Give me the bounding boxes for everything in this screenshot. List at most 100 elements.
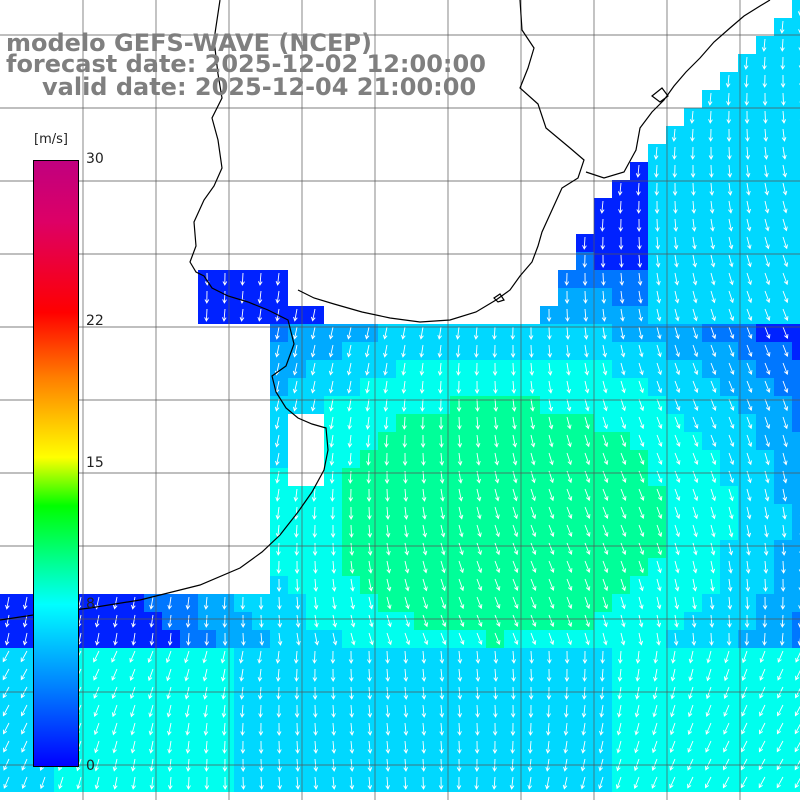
wind-speed-cell (504, 450, 522, 468)
wind-speed-cell (630, 738, 648, 756)
wind-speed-cell (414, 594, 432, 612)
wind-speed-cell (612, 342, 630, 360)
wind-arrow (457, 740, 462, 754)
wind-arrow (651, 758, 658, 772)
wind-speed-cell (720, 306, 738, 324)
wind-arrow (705, 722, 712, 735)
wind-speed-cell (558, 504, 576, 522)
wind-arrow (782, 398, 789, 412)
wind-arrow (2, 704, 10, 717)
wind-speed-cell (666, 576, 684, 594)
wind-arrow (566, 542, 573, 556)
wind-arrow (147, 650, 154, 664)
wind-arrow (692, 488, 699, 502)
wind-speed-cell (756, 252, 774, 270)
wind-speed-cell (648, 594, 666, 612)
wind-arrow (403, 722, 409, 736)
wind-arrow (674, 542, 680, 556)
wind-speed-cell (648, 666, 666, 684)
wind-arrow (692, 236, 697, 250)
wind-speed-cell (504, 594, 522, 612)
wind-arrow (274, 434, 280, 448)
wind-speed-cell (252, 666, 270, 684)
wind-speed-cell (792, 468, 800, 486)
wind-arrow (692, 308, 698, 322)
wind-arrow (620, 398, 626, 412)
wind-arrow (275, 506, 281, 520)
wind-speed-cell (720, 522, 738, 540)
wind-arrow (240, 740, 246, 754)
wind-speed-cell (684, 468, 702, 486)
wind-speed-cell (684, 342, 702, 360)
wind-arrow (258, 740, 264, 754)
wind-arrow (546, 668, 552, 682)
wind-arrow (3, 758, 10, 771)
wind-speed-cell (612, 486, 630, 504)
wind-arrow (691, 632, 697, 646)
wind-speed-cell (666, 594, 684, 612)
wind-arrow (566, 488, 573, 502)
wind-speed-cell (450, 450, 468, 468)
wind-arrow (404, 632, 411, 646)
wind-arrow (440, 560, 446, 574)
wind-arrow (492, 776, 497, 790)
wind-arrow (438, 380, 443, 394)
wind-arrow (457, 686, 463, 700)
wind-arrow (294, 704, 300, 718)
wind-arrow (365, 380, 370, 394)
wind-speed-cell (360, 414, 378, 432)
wind-arrow (782, 326, 789, 340)
wind-arrow (746, 344, 753, 358)
wind-speed-cell (144, 594, 162, 612)
wind-arrow (3, 776, 10, 789)
wind-speed-cell (432, 504, 450, 522)
wind-arrow (782, 182, 788, 196)
wind-speed-cell (792, 378, 800, 396)
wind-arrow (475, 704, 480, 718)
wind-speed-cell (738, 306, 756, 324)
wind-speed-cell (144, 738, 162, 756)
wind-arrow (548, 524, 555, 538)
wind-arrow (781, 560, 786, 574)
wind-arrow (348, 650, 354, 664)
wind-speed-cell (504, 468, 522, 486)
wind-arrow (20, 668, 28, 681)
wind-speed-cell (342, 450, 360, 468)
wind-arrow (204, 308, 209, 322)
wind-arrow (655, 236, 661, 250)
wind-speed-cell (684, 648, 702, 666)
wind-arrow (222, 740, 227, 754)
wind-arrow (692, 344, 699, 358)
wind-arrow (276, 686, 281, 700)
wind-speed-cell (324, 450, 342, 468)
wind-arrow (346, 344, 352, 358)
wind-speed-cell (540, 360, 558, 378)
wind-speed-cell (468, 324, 486, 342)
wind-arrow (331, 740, 337, 754)
wind-speed-cell (468, 432, 486, 450)
wind-speed-cell (774, 252, 792, 270)
wind-arrow (615, 776, 622, 790)
wind-arrow (402, 452, 408, 466)
wind-arrow (710, 380, 717, 394)
wind-arrow (76, 776, 82, 790)
wind-arrow (706, 668, 712, 682)
wind-arrow (275, 488, 280, 502)
wind-speed-cell (576, 378, 594, 396)
wind-arrow (276, 560, 282, 574)
wind-arrow (439, 722, 444, 736)
wind-speed-cell (306, 396, 324, 414)
wind-speed-cell (360, 378, 378, 396)
wind-arrow (439, 686, 445, 700)
wind-arrow (728, 236, 734, 250)
wind-speed-cell (540, 738, 558, 756)
wind-arrow (687, 758, 694, 771)
wind-arrow (548, 416, 554, 430)
wind-arrow (257, 686, 263, 700)
wind-arrow (798, 29, 800, 34)
wind-arrow (761, 38, 767, 52)
wind-speed-cell (180, 720, 198, 738)
wind-arrow (582, 686, 587, 700)
wind-speed-cell (774, 720, 792, 738)
